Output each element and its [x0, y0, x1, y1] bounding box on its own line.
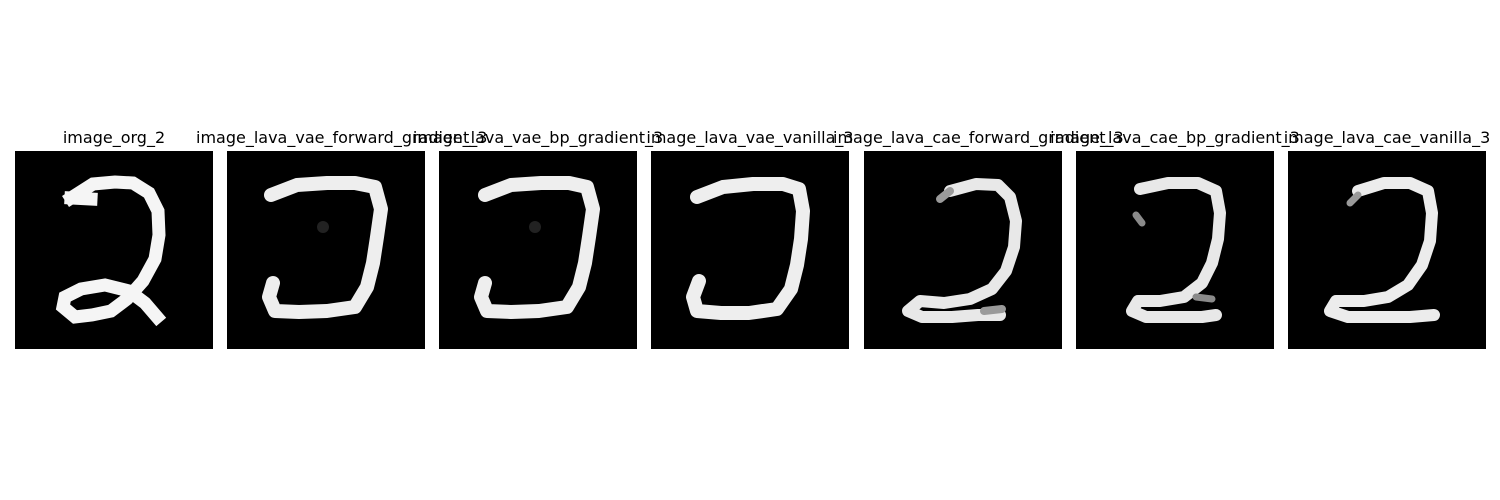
panel-title-image-org-2: image_org_2	[62, 128, 166, 147]
image-lava-cae-forward-gradient-3	[864, 151, 1062, 349]
panel-title-cae-vanilla: image_lava_cae_vanilla_3	[1283, 128, 1491, 147]
panel-title-vae-bp-gradient: image_lava_vae_bp_gradient_3	[412, 128, 664, 147]
panel-title-cae-bp-gradient: image_lava_cae_bp_gradient_3	[1050, 128, 1300, 147]
image-lava-vae-bp-gradient-3	[439, 151, 637, 349]
image-org-2	[15, 151, 213, 349]
digit-image	[1324, 177, 1440, 323]
digit-image	[55, 175, 167, 327]
panel-title-vae-vanilla: image_lava_vae_vanilla_3	[646, 128, 854, 147]
digit-image	[686, 177, 810, 320]
digit-image	[1126, 177, 1226, 323]
image-lava-vae-forward-gradient-3	[227, 151, 425, 349]
artifact-dot	[317, 221, 329, 233]
panel-title-vae-forward-gradient: image_lava_vae_forward_gradient_3	[196, 128, 488, 147]
artifact-dot	[529, 221, 541, 233]
digit-image	[262, 176, 388, 319]
panel-title-cae-forward-gradient: image_lava_cae_forward_gradient_3	[833, 128, 1124, 147]
image-lava-cae-bp-gradient-3	[1076, 151, 1274, 349]
image-lava-vae-vanilla-3	[651, 151, 849, 349]
image-lava-cae-vanilla-3	[1288, 151, 1486, 349]
digit-image	[474, 176, 600, 319]
digit-image	[902, 178, 1022, 323]
